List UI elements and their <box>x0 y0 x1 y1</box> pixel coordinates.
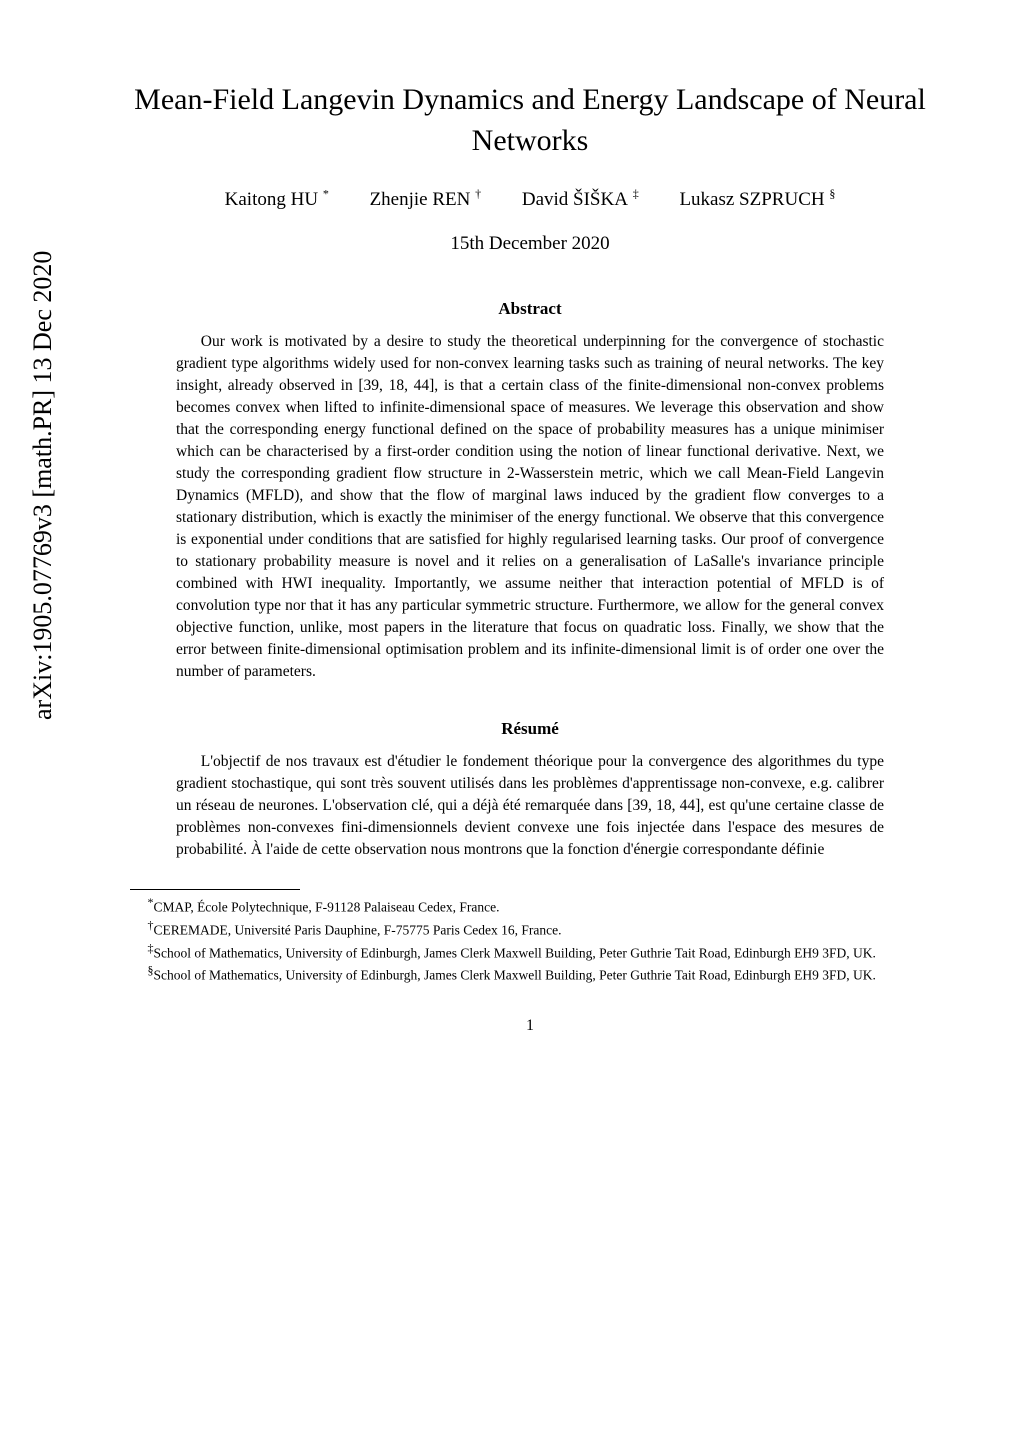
resume-heading: Résumé <box>130 719 930 739</box>
resume-body: L'objectif de nos travaux est d'étudier … <box>176 751 884 861</box>
author-name: Kaitong HU <box>225 189 318 210</box>
author-list: Kaitong HU * Zhenjie REN † David ŠIŠKA ‡… <box>130 187 930 211</box>
footnote-text: CEREMADE, Université Paris Dauphine, F-7… <box>154 923 562 938</box>
author: Kaitong HU * <box>225 189 334 210</box>
page-number: 1 <box>130 1017 930 1035</box>
author-marker: * <box>323 187 329 201</box>
footnote: §School of Mathematics, University of Ed… <box>130 962 930 985</box>
footnotes: *CMAP, École Polytechnique, F-91128 Pala… <box>130 894 930 985</box>
author-marker: † <box>475 187 481 201</box>
footnote-text: School of Mathematics, University of Edi… <box>154 945 876 960</box>
abstract-heading: Abstract <box>130 299 930 319</box>
footnote: *CMAP, École Polytechnique, F-91128 Pala… <box>130 894 930 917</box>
footnote-text: CMAP, École Polytechnique, F-91128 Palai… <box>154 900 500 915</box>
footnote: †CEREMADE, Université Paris Dauphine, F-… <box>130 917 930 940</box>
abstract-body: Our work is motivated by a desire to stu… <box>176 331 884 683</box>
author-marker: § <box>829 187 835 201</box>
author: David ŠIŠKA ‡ <box>522 189 644 210</box>
arxiv-identifier: arXiv:1905.07769v3 [math.PR] 13 Dec 2020 <box>28 251 58 720</box>
author-name: David ŠIŠKA <box>522 189 628 210</box>
paper-title: Mean-Field Langevin Dynamics and Energy … <box>130 80 930 161</box>
footnote: ‡School of Mathematics, University of Ed… <box>130 940 930 963</box>
author-marker: ‡ <box>633 187 639 201</box>
author-name: Zhenjie REN <box>370 189 471 210</box>
footnote-text: School of Mathematics, University of Edi… <box>154 968 876 983</box>
author: Zhenjie REN † <box>370 189 486 210</box>
author: Lukasz SZPRUCH § <box>679 189 835 210</box>
author-name: Lukasz SZPRUCH <box>679 189 824 210</box>
footnote-separator <box>130 889 300 890</box>
paper-date: 15th December 2020 <box>130 233 930 255</box>
paper-page: arXiv:1905.07769v3 [math.PR] 13 Dec 2020… <box>0 0 1020 1095</box>
